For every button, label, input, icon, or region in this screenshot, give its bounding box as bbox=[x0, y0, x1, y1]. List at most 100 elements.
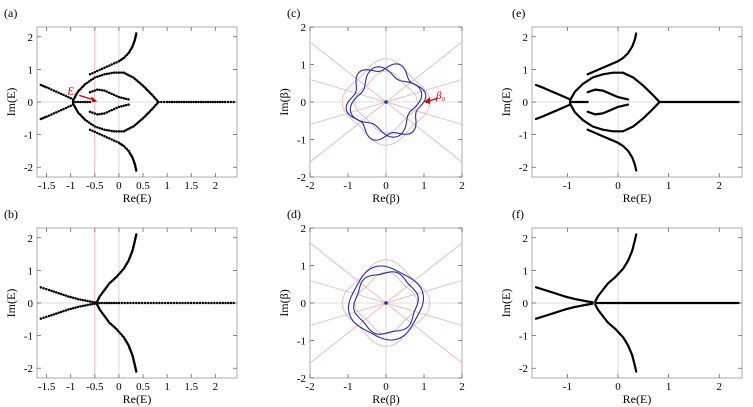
data-point bbox=[110, 301, 113, 305]
series-8 bbox=[157, 100, 235, 104]
data-point bbox=[108, 72, 111, 75]
data-point bbox=[59, 310, 63, 314]
data-point bbox=[91, 111, 94, 114]
data-point bbox=[108, 91, 111, 95]
series-2 bbox=[71, 71, 160, 104]
y-axis-label: Im(β) bbox=[277, 88, 291, 115]
data-point bbox=[151, 107, 154, 110]
x-axis-label: Re(E) bbox=[623, 392, 652, 406]
data-point bbox=[105, 111, 109, 114]
data-point bbox=[71, 296, 75, 300]
data-point bbox=[88, 73, 92, 76]
data-point bbox=[128, 127, 131, 130]
data-point bbox=[112, 107, 116, 111]
data-point bbox=[129, 301, 132, 305]
data-point bbox=[118, 331, 121, 334]
data-point bbox=[117, 71, 121, 74]
data-point bbox=[209, 100, 212, 104]
x-tick-label: -1 bbox=[563, 180, 572, 192]
y-tick-label: -2 bbox=[297, 373, 306, 385]
data-point bbox=[211, 100, 215, 104]
y-tick-label: -2 bbox=[519, 363, 528, 375]
data-point bbox=[52, 89, 56, 92]
data-point bbox=[88, 110, 92, 114]
data-point bbox=[146, 301, 150, 305]
data-point bbox=[158, 301, 161, 305]
series-7 bbox=[88, 103, 130, 116]
x-tick-label: 0.5 bbox=[136, 180, 150, 192]
y-tick-label: 0 bbox=[523, 298, 529, 310]
data-point bbox=[39, 286, 43, 289]
panel-label: (d) bbox=[287, 207, 301, 221]
data-point bbox=[47, 314, 51, 318]
data-point bbox=[83, 299, 87, 302]
data-point bbox=[76, 297, 80, 301]
data-point bbox=[69, 104, 72, 107]
data-point bbox=[59, 92, 63, 96]
data-point bbox=[52, 112, 56, 115]
data-point bbox=[55, 90, 58, 93]
data-point bbox=[69, 295, 72, 299]
data-point bbox=[45, 315, 48, 319]
data-point bbox=[64, 106, 68, 110]
data-point bbox=[151, 94, 154, 97]
data-point bbox=[67, 95, 70, 99]
data-point bbox=[59, 108, 63, 112]
data-point bbox=[91, 71, 94, 75]
y-tick-label: -1 bbox=[24, 130, 33, 142]
data-point bbox=[229, 301, 233, 305]
spectrum-curve-3 bbox=[568, 100, 661, 133]
data-point bbox=[47, 87, 51, 90]
y-tick-label: -1 bbox=[24, 331, 33, 343]
x-tick-label: 2 bbox=[716, 381, 722, 393]
blue-contour bbox=[353, 271, 419, 335]
data-point bbox=[154, 97, 157, 100]
data-point bbox=[57, 109, 60, 113]
y-tick-label: 2 bbox=[28, 32, 34, 44]
data-point bbox=[112, 301, 116, 305]
y-axis-label: Im(E) bbox=[499, 289, 513, 318]
data-point bbox=[93, 89, 97, 92]
data-point bbox=[115, 130, 118, 133]
data-point bbox=[121, 334, 124, 337]
series-2 bbox=[95, 233, 138, 303]
data-point bbox=[93, 76, 97, 79]
data-point bbox=[89, 122, 93, 126]
y-tick-label: 0 bbox=[28, 97, 34, 109]
panel-label: (f) bbox=[512, 207, 524, 221]
data-point bbox=[120, 105, 123, 108]
data-point bbox=[173, 100, 176, 104]
data-point bbox=[88, 300, 92, 303]
data-point bbox=[103, 301, 106, 305]
data-point bbox=[42, 316, 45, 320]
data-point bbox=[81, 298, 85, 302]
data-point bbox=[130, 75, 133, 78]
y-tick-label: -2 bbox=[24, 162, 33, 174]
data-point bbox=[122, 104, 125, 107]
data-point bbox=[108, 301, 111, 305]
panel-label: (c) bbox=[287, 6, 300, 20]
data-point bbox=[74, 297, 77, 300]
data-point bbox=[122, 130, 125, 133]
x-tick-label: 0 bbox=[383, 381, 389, 393]
data-point bbox=[39, 83, 43, 87]
data-point bbox=[81, 100, 85, 104]
data-point bbox=[45, 287, 48, 291]
data-point bbox=[226, 100, 230, 104]
data-point bbox=[154, 104, 157, 107]
data-point bbox=[83, 304, 87, 307]
data-point bbox=[204, 301, 207, 305]
x-tick-label: -2 bbox=[305, 180, 314, 192]
data-point bbox=[98, 74, 101, 78]
data-point bbox=[135, 301, 138, 305]
data-point bbox=[62, 93, 65, 97]
data-point bbox=[218, 301, 222, 305]
x-tick-label: -1 bbox=[563, 381, 572, 393]
data-point bbox=[213, 301, 216, 305]
data-point bbox=[105, 72, 109, 76]
panel-3: (d) -2 -1 0 1 2 -2 -1 0 1 2 Re(β) Im(β) bbox=[277, 207, 465, 406]
data-point bbox=[86, 299, 89, 303]
data-point bbox=[91, 129, 94, 133]
data-point bbox=[64, 309, 68, 312]
data-point bbox=[116, 329, 120, 332]
